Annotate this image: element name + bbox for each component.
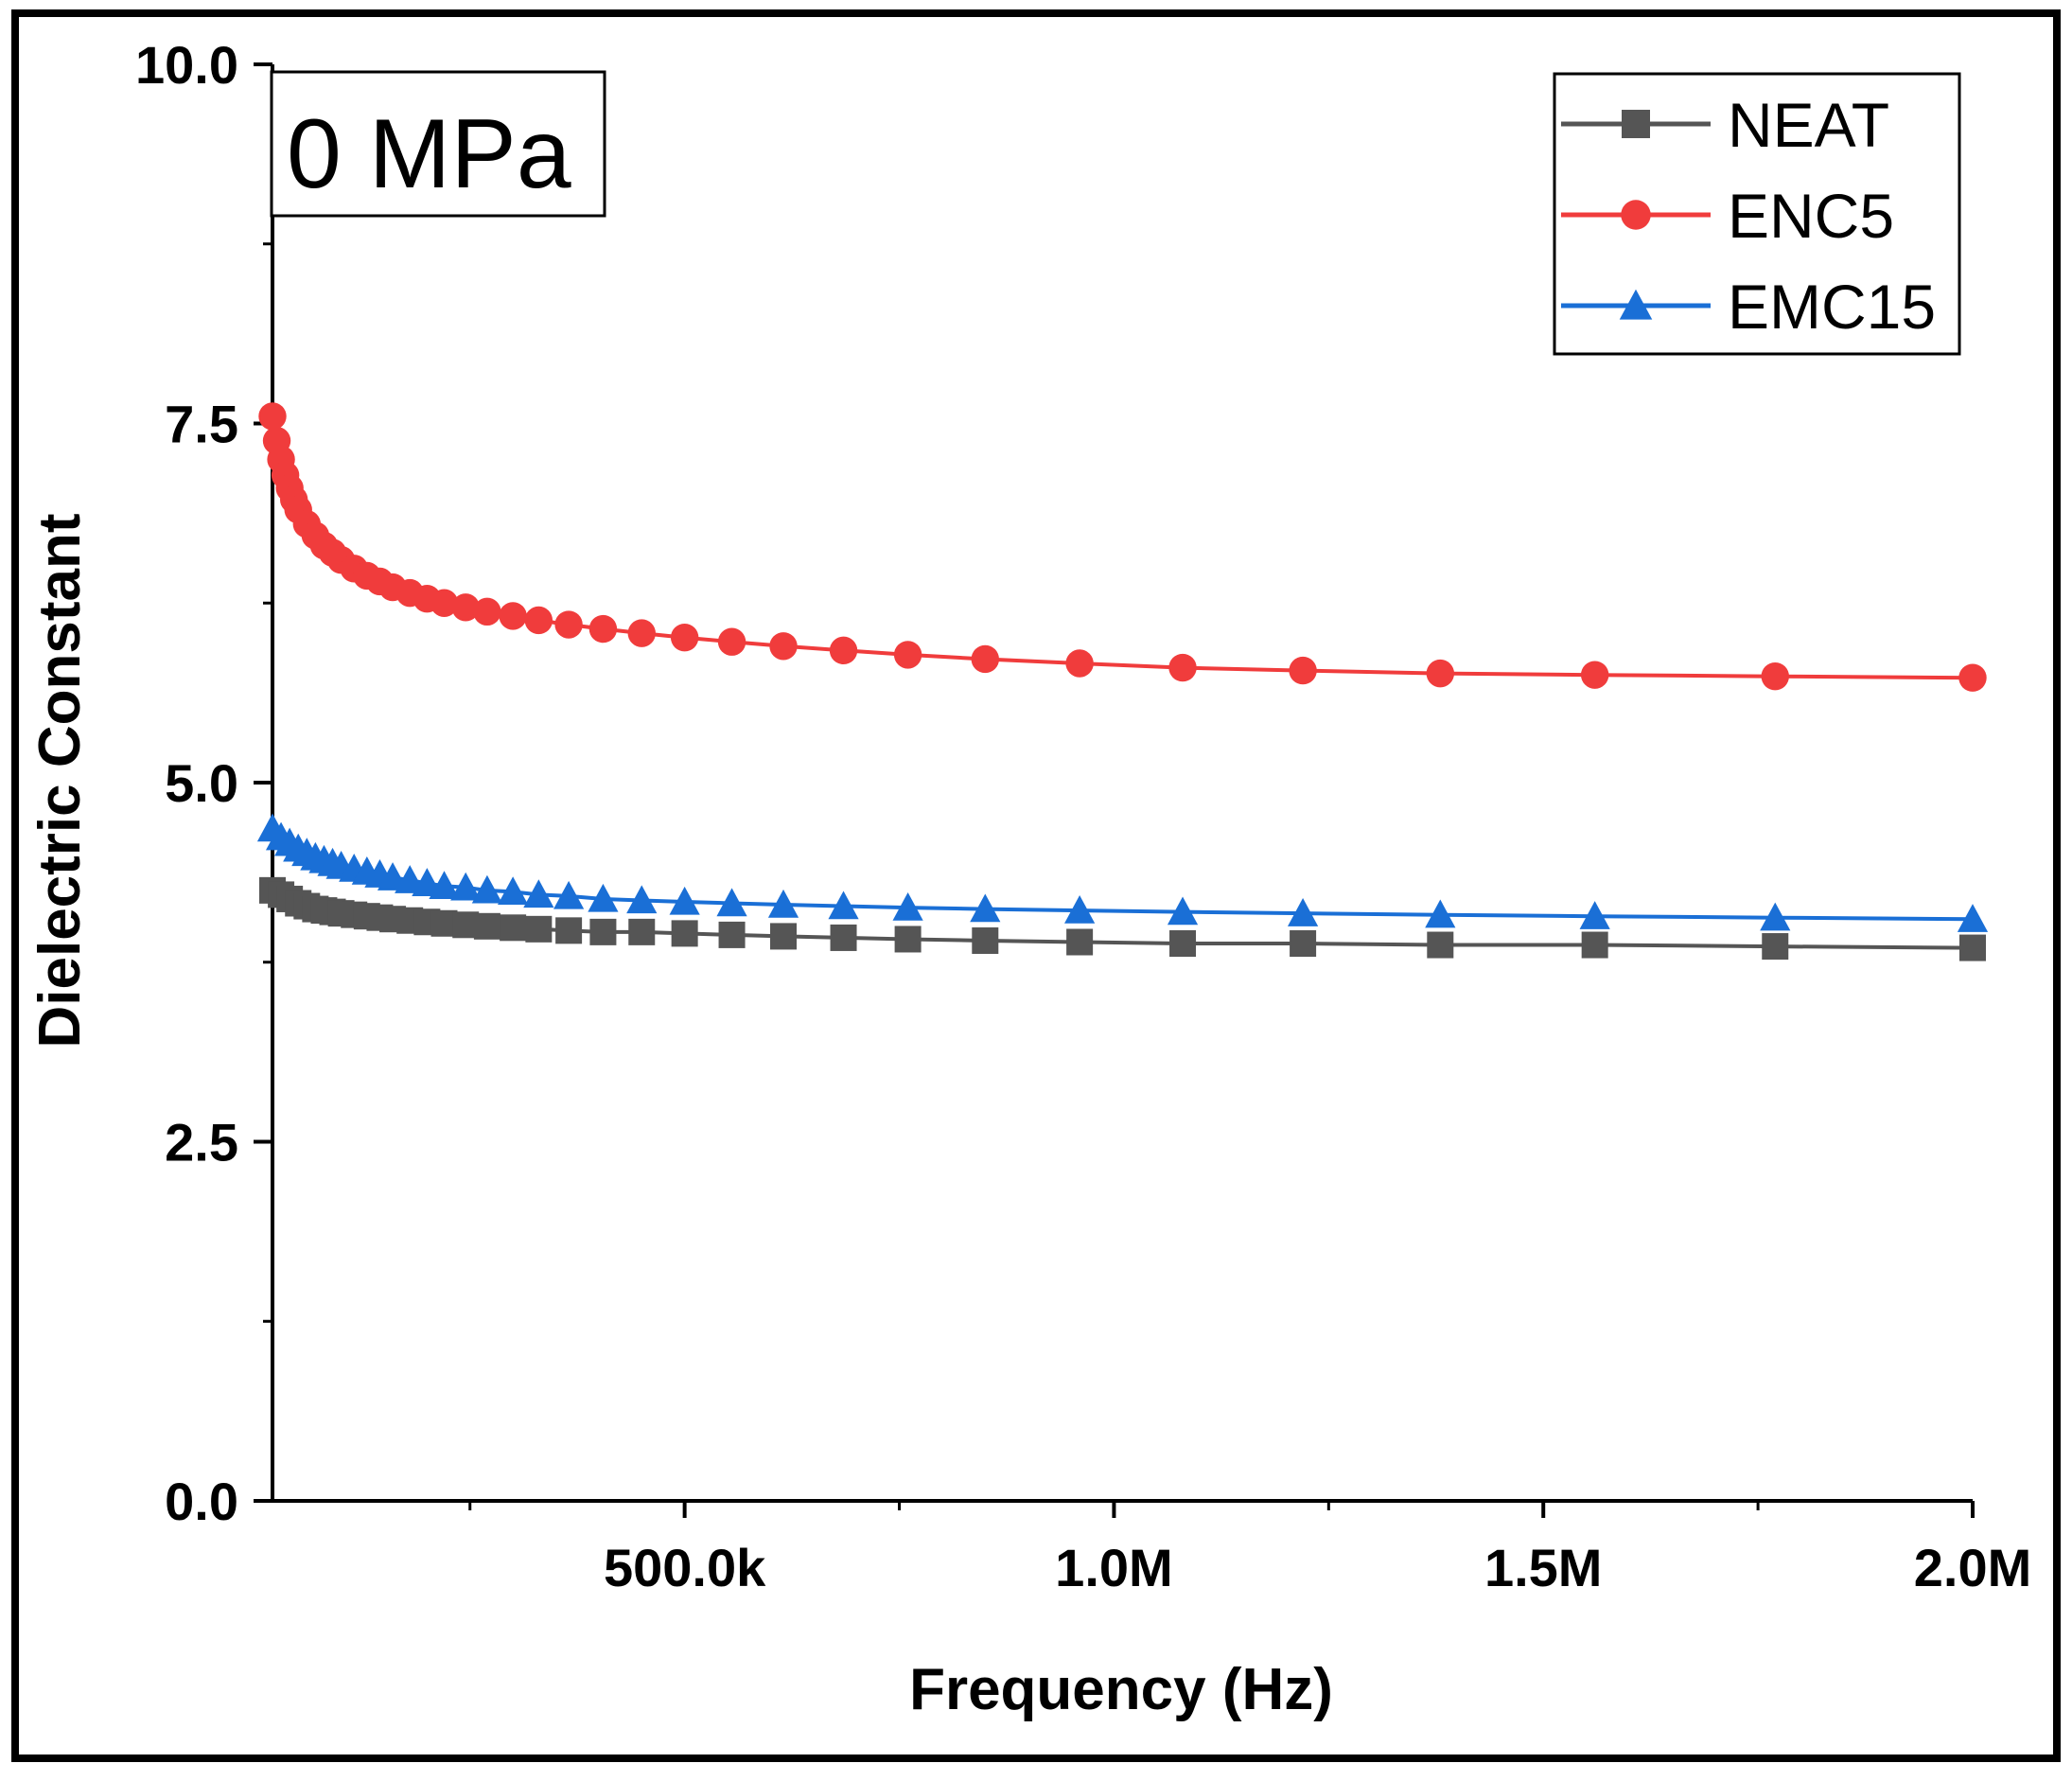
data-point bbox=[1287, 898, 1319, 926]
data-point bbox=[498, 876, 529, 906]
data-point bbox=[1957, 904, 1989, 932]
x-tick-label: 1.5M bbox=[1484, 1538, 1603, 1597]
data-point bbox=[669, 886, 700, 915]
data-point bbox=[1169, 930, 1197, 958]
data-point bbox=[525, 915, 553, 943]
legend-marker-circle-icon bbox=[1621, 200, 1651, 230]
legend: NEAT ENC5 EMC15 bbox=[1553, 72, 1961, 356]
data-point bbox=[972, 926, 999, 954]
data-point bbox=[499, 602, 527, 630]
data-point bbox=[767, 889, 799, 918]
y-tick-label: 2.5 bbox=[165, 1113, 238, 1173]
data-point bbox=[1581, 931, 1608, 959]
x-tick-label: 1.0M bbox=[1055, 1538, 1173, 1597]
data-point bbox=[1760, 902, 1791, 931]
legend-label: NEAT bbox=[1728, 90, 1889, 160]
data-point bbox=[588, 614, 618, 644]
data-point bbox=[555, 917, 583, 944]
data-point bbox=[258, 402, 287, 431]
data-point bbox=[1580, 661, 1609, 689]
data-point bbox=[1168, 653, 1197, 682]
data-point bbox=[450, 872, 482, 901]
data-point bbox=[626, 885, 658, 914]
data-point bbox=[471, 874, 502, 904]
data-point bbox=[1290, 930, 1317, 958]
series-layer bbox=[256, 402, 1989, 961]
y-tick-label: 0.0 bbox=[165, 1472, 238, 1531]
data-point bbox=[1289, 656, 1317, 685]
data-point bbox=[1579, 901, 1610, 929]
data-point bbox=[1426, 659, 1455, 688]
data-point bbox=[671, 920, 698, 947]
series-emc15 bbox=[256, 813, 1989, 932]
x-axis-ticks: 500.0k 1.0M 1.5M 2.0M bbox=[468, 1501, 2032, 1597]
y-tick-label: 7.5 bbox=[165, 395, 238, 454]
data-point bbox=[971, 644, 999, 674]
data-point bbox=[1425, 899, 1456, 928]
data-point bbox=[627, 619, 656, 647]
legend-entry-neat: NEAT bbox=[1561, 90, 1889, 160]
annotation-label: 0 MPa bbox=[287, 99, 571, 209]
data-point bbox=[430, 589, 459, 617]
data-point bbox=[628, 918, 656, 945]
x-axis-title: Frequency (Hz) bbox=[909, 1657, 1333, 1722]
data-point bbox=[429, 871, 460, 899]
data-point bbox=[893, 641, 922, 669]
data-point bbox=[553, 880, 585, 909]
data-point bbox=[524, 606, 553, 635]
y-axis-ticks: 0.0 2.5 5.0 7.5 10.0 bbox=[135, 35, 272, 1531]
annotation-box: 0 MPa bbox=[270, 70, 606, 218]
data-point bbox=[589, 918, 617, 945]
data-point bbox=[500, 914, 527, 942]
data-point bbox=[1065, 649, 1094, 678]
legend-label: ENC5 bbox=[1728, 181, 1894, 251]
data-point bbox=[894, 926, 922, 953]
data-point bbox=[828, 890, 859, 920]
series-neat bbox=[259, 876, 1986, 961]
data-point bbox=[769, 632, 798, 661]
data-point bbox=[1761, 661, 1789, 691]
data-point bbox=[892, 891, 923, 921]
data-point bbox=[588, 883, 619, 912]
data-point bbox=[670, 623, 699, 652]
legend-marker-square-icon bbox=[1622, 110, 1650, 138]
legend-entry-emc15: EMC15 bbox=[1561, 272, 1936, 342]
data-point bbox=[716, 888, 747, 917]
x-tick-label: 500.0k bbox=[604, 1538, 766, 1597]
data-point bbox=[554, 610, 583, 639]
data-point bbox=[830, 924, 857, 951]
data-point bbox=[829, 636, 858, 665]
y-tick-label: 5.0 bbox=[165, 753, 238, 813]
data-point bbox=[770, 923, 798, 950]
data-point bbox=[1959, 934, 1986, 961]
data-point bbox=[1427, 931, 1454, 959]
data-point bbox=[1762, 933, 1789, 961]
data-point bbox=[1958, 663, 1987, 692]
legend-label: EMC15 bbox=[1728, 272, 1936, 342]
data-point bbox=[970, 893, 1001, 923]
data-point bbox=[473, 597, 501, 626]
x-tick-label: 2.0M bbox=[1914, 1538, 2032, 1597]
series-line bbox=[271, 415, 1974, 680]
data-point bbox=[1066, 928, 1094, 956]
series-enc5 bbox=[258, 402, 1987, 692]
legend-entry-enc5: ENC5 bbox=[1561, 181, 1894, 251]
data-point bbox=[523, 879, 554, 908]
data-point bbox=[718, 921, 746, 948]
data-point bbox=[1064, 895, 1096, 924]
y-axis-title: Dielectric Constant bbox=[27, 513, 93, 1048]
data-point bbox=[473, 912, 500, 940]
legend-marker-triangle-icon bbox=[1619, 289, 1653, 320]
data-point bbox=[451, 593, 480, 622]
data-point bbox=[717, 627, 746, 656]
data-point bbox=[1167, 896, 1199, 926]
y-tick-label: 10.0 bbox=[135, 35, 238, 95]
